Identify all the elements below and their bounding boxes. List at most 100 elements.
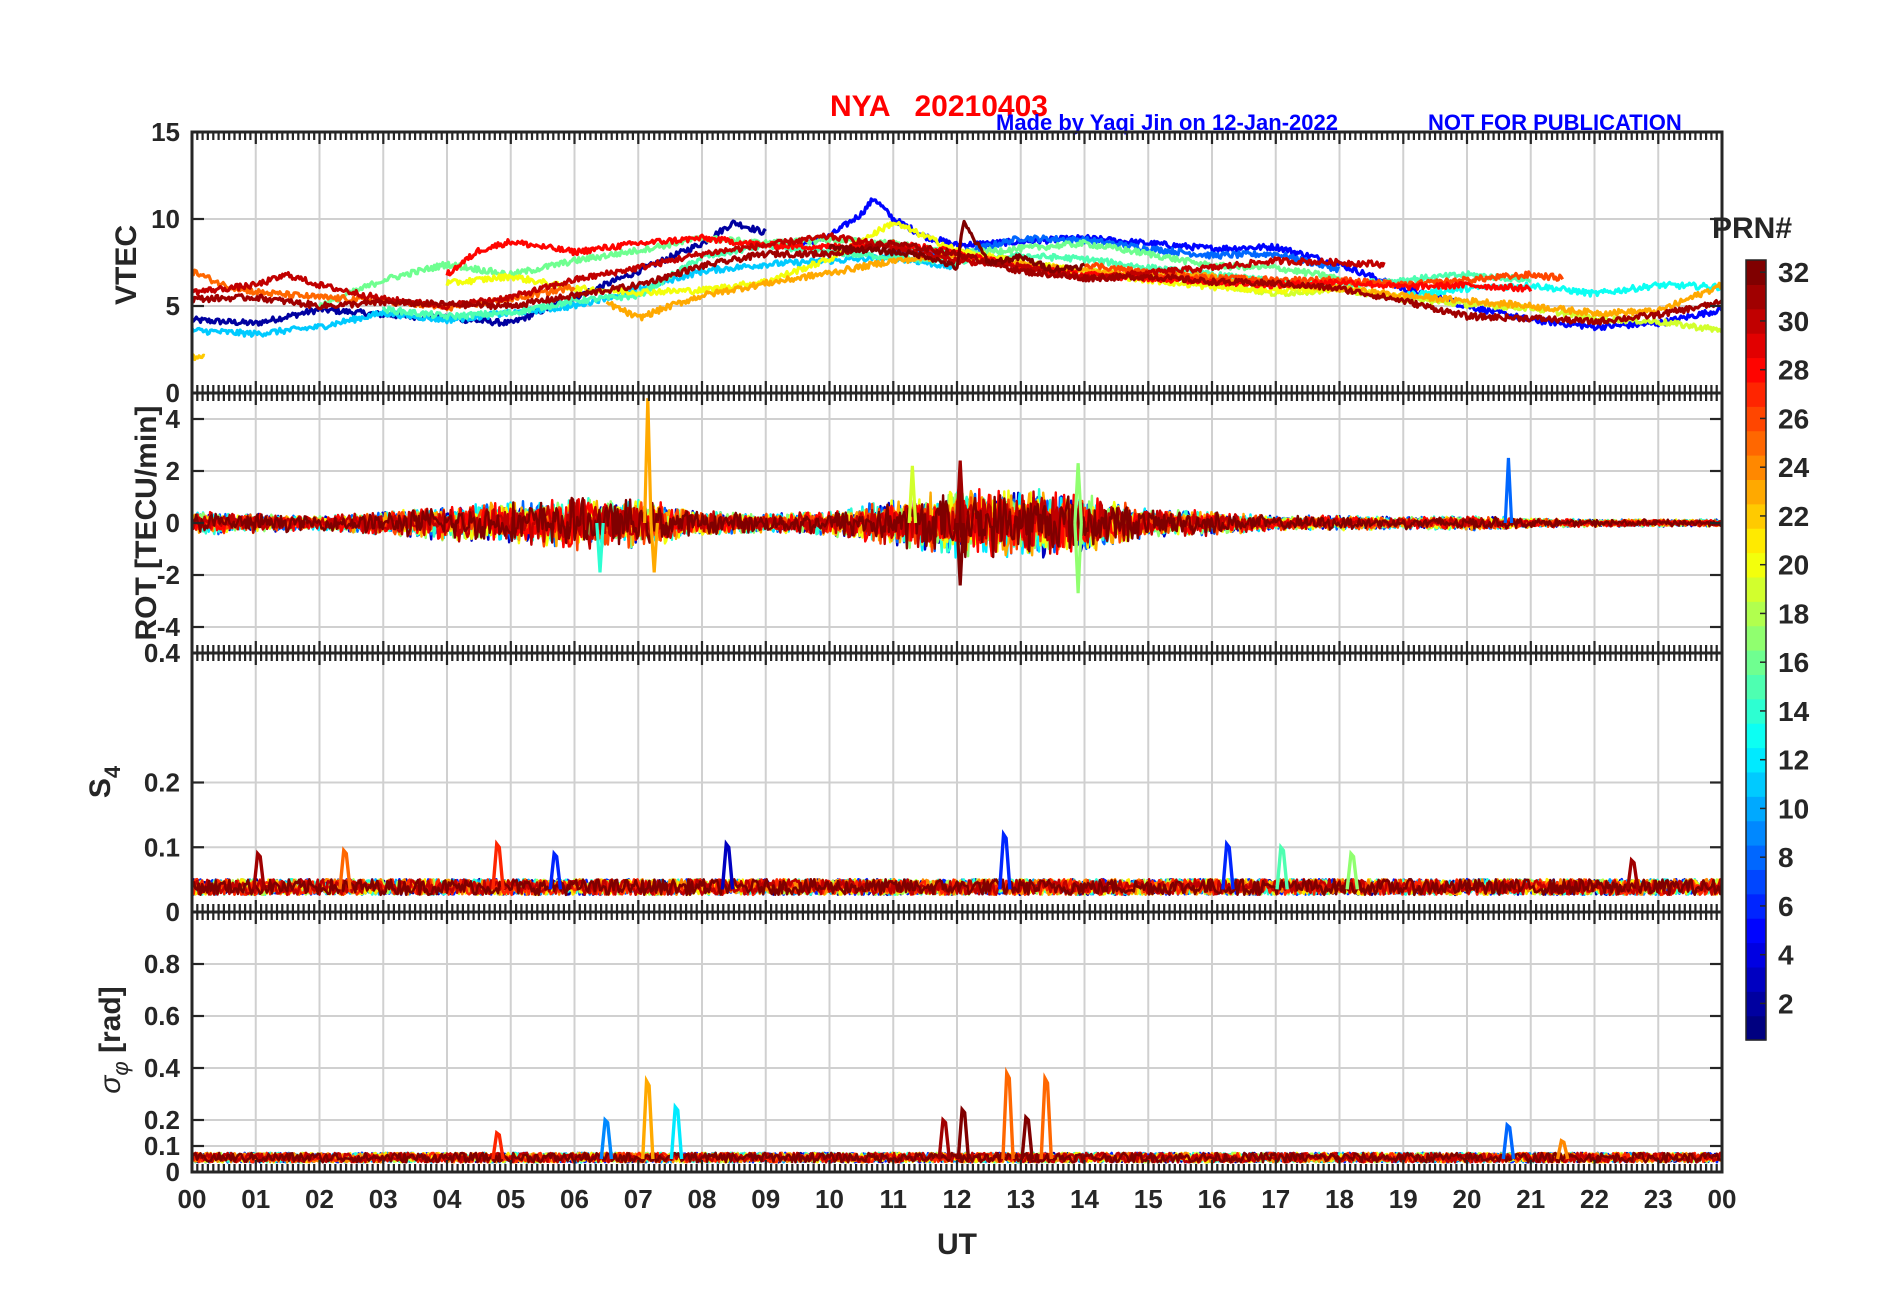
x-tick-label: 04 (433, 1184, 462, 1214)
colorbar-swatch-prn-11 (1746, 771, 1766, 797)
x-tick-label: 18 (1325, 1184, 1354, 1214)
sigma_phi-peak-prn-24 (1555, 1138, 1570, 1160)
colorbar-tick-label: 12 (1778, 745, 1809, 776)
s4-peak-prn-6 (998, 829, 1012, 890)
rot-spike-prn-17 (1073, 522, 1083, 594)
colorbar-swatch-prn-21 (1746, 528, 1766, 554)
y-tick-label: 0 (166, 508, 180, 538)
ylabel-sigma-phi: σφ [rad] (94, 986, 133, 1093)
panel-data-vtec (192, 197, 1722, 362)
y-tick-label: 0 (166, 897, 180, 927)
y-tick-label: 15 (151, 117, 180, 147)
panel-data-s4 (192, 829, 1722, 897)
x-ticks-s4 (190, 653, 1724, 912)
sigma_phi-peak-prn-25 (1039, 1072, 1054, 1160)
sigma_phi-peak-prn-25 (1001, 1066, 1015, 1160)
y-tick-label: 0.6 (144, 1001, 180, 1031)
colorbar-tick-label: 16 (1778, 647, 1809, 678)
x-tick-label: 03 (369, 1184, 398, 1214)
x-tick-label: 16 (1198, 1184, 1227, 1214)
sigma_phi-peak-prn-8 (1501, 1121, 1516, 1160)
s4-line-prn-32 (192, 878, 1722, 897)
y-tick-label: 0.2 (144, 1105, 180, 1135)
rot-spike-prn-14 (595, 522, 605, 573)
colorbar-swatch-prn-26 (1746, 406, 1766, 432)
vtec-line-prn-13 (1403, 280, 1722, 300)
y-tick-label: 0.2 (144, 768, 180, 798)
s4-peak-prn-31 (1625, 856, 1640, 890)
xlabel-ut: UT (937, 1228, 977, 1261)
x-tick-label: 10 (815, 1184, 844, 1214)
colorbar-swatch-prn-27 (1746, 381, 1766, 407)
y-tick-label: 0.4 (144, 1053, 181, 1083)
colorbar-swatch-prn-16 (1746, 650, 1766, 675)
y-tick-label: 0.8 (144, 949, 180, 979)
colorbar-swatch-prn-1 (1746, 1015, 1766, 1041)
colorbar-tick-label: 24 (1778, 452, 1810, 483)
colorbar-tick-label: 26 (1778, 403, 1809, 434)
vtec-line-prn-16 (318, 235, 1341, 309)
x-tick-label: 22 (1580, 1184, 1609, 1214)
panel-data-rot (192, 398, 1722, 594)
vtec-line-prn-22 (192, 352, 206, 362)
x-tick-label: 06 (560, 1184, 589, 1214)
colorbar-tick-label: 28 (1778, 355, 1809, 386)
sigma_phi-peak-prn-12 (669, 1102, 684, 1160)
x-tick-label: 05 (496, 1184, 525, 1214)
x-tick-label: 07 (624, 1184, 653, 1214)
x-ticks-sigma_phi (190, 912, 1724, 1172)
rot-spike-prn-31 (955, 460, 965, 524)
sigma_phi-peak-prn-32 (1020, 1113, 1034, 1160)
colorbar-swatch-prn-19 (1746, 576, 1766, 602)
x-tick-label: 23 (1644, 1184, 1673, 1214)
colorbar-swatch-prn-24 (1746, 455, 1766, 480)
sigma_phi-peak-prn-31 (937, 1116, 952, 1160)
x-tick-label: 09 (751, 1184, 780, 1214)
x-tick-label: 13 (1006, 1184, 1035, 1214)
sigma_phi-peak-prn-27 (491, 1129, 505, 1160)
colorbar-frame (1745, 259, 1767, 1041)
colorbar-swatch-prn-10 (1746, 796, 1766, 822)
sigma_phi-peak-prn-32 (956, 1105, 971, 1160)
colorbar-swatch-prn-13 (1746, 723, 1766, 749)
colorbar-swatch-prn-5 (1746, 918, 1766, 944)
s4-peak-prn-3 (720, 839, 735, 890)
colorbar-swatch-prn-20 (1746, 552, 1766, 578)
sigma_phi-peak-prn-23 (641, 1075, 655, 1160)
rot-spike-prn-17 (1073, 463, 1083, 524)
x-tick-label: 20 (1453, 1184, 1482, 1214)
y-tick-label: 10 (151, 204, 180, 234)
sigma_phi-peak-prn-9 (599, 1116, 614, 1160)
rot-spike-prn-19 (907, 465, 918, 524)
s4-peak-prn-31 (252, 849, 266, 890)
colorbar-swatch-prn-15 (1746, 674, 1766, 700)
y-tick-label: 0.1 (144, 832, 180, 862)
s4-peak-prn-6 (548, 849, 563, 890)
s4-peak-prn-27 (491, 839, 505, 890)
colorbar-tick-label: 32 (1778, 257, 1809, 288)
colorbar-swatch-prn-9 (1746, 820, 1766, 846)
colorbar-swatch-prn-7 (1746, 869, 1766, 895)
colorbar-tick-label: 18 (1778, 598, 1809, 629)
panel-sigma_phi (190, 910, 1724, 1174)
colorbar-swatch-prn-4 (1746, 942, 1766, 968)
colorbar-swatch-prn-2 (1746, 991, 1766, 1017)
colorbar-tick-label: 14 (1778, 696, 1810, 727)
colorbar-swatch-prn-12 (1746, 747, 1766, 773)
colorbar-tick-label: 10 (1778, 793, 1809, 824)
x-ticks-vtec (190, 132, 1724, 393)
x-ticks-rot (190, 393, 1724, 653)
s4-peak-prn-25 (338, 846, 352, 890)
y-tick-label: 4 (166, 404, 181, 434)
colorbar-tick-label: 4 (1778, 940, 1794, 971)
colorbar-tick-label: 22 (1778, 501, 1809, 532)
x-tick-label: 01 (241, 1184, 270, 1214)
y-tick-label: 5 (166, 291, 180, 321)
colorbar-tick-label: 6 (1778, 891, 1794, 922)
colorbar-tick-label: 30 (1778, 306, 1809, 337)
panel-vtec (190, 130, 1724, 395)
s4-peak-prn-6 (1221, 839, 1235, 890)
y-tick-label: 0 (166, 378, 180, 408)
rot-spike-prn-8 (1503, 457, 1514, 524)
